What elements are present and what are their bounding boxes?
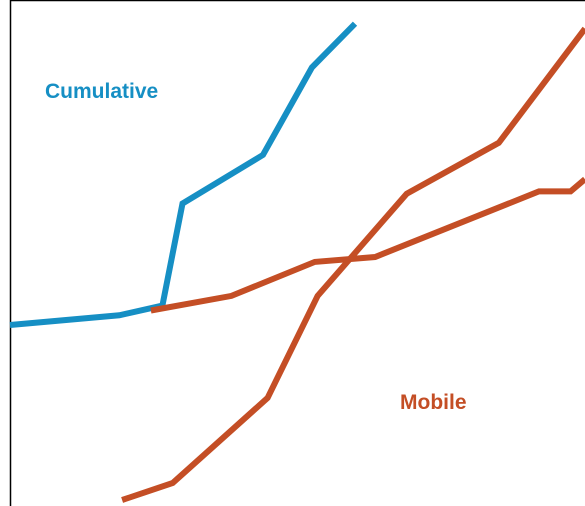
- plot-frame: [9, 0, 585, 506]
- series-label-mobile: Mobile: [400, 391, 467, 414]
- series-line-unlabeled-2: [150, 176, 585, 314]
- series-line-cumulative: [9, 21, 358, 328]
- series-line-mobile: [121, 26, 585, 503]
- series-label-cumulative: Cumulative: [45, 80, 158, 103]
- series-layer: [9, 21, 585, 503]
